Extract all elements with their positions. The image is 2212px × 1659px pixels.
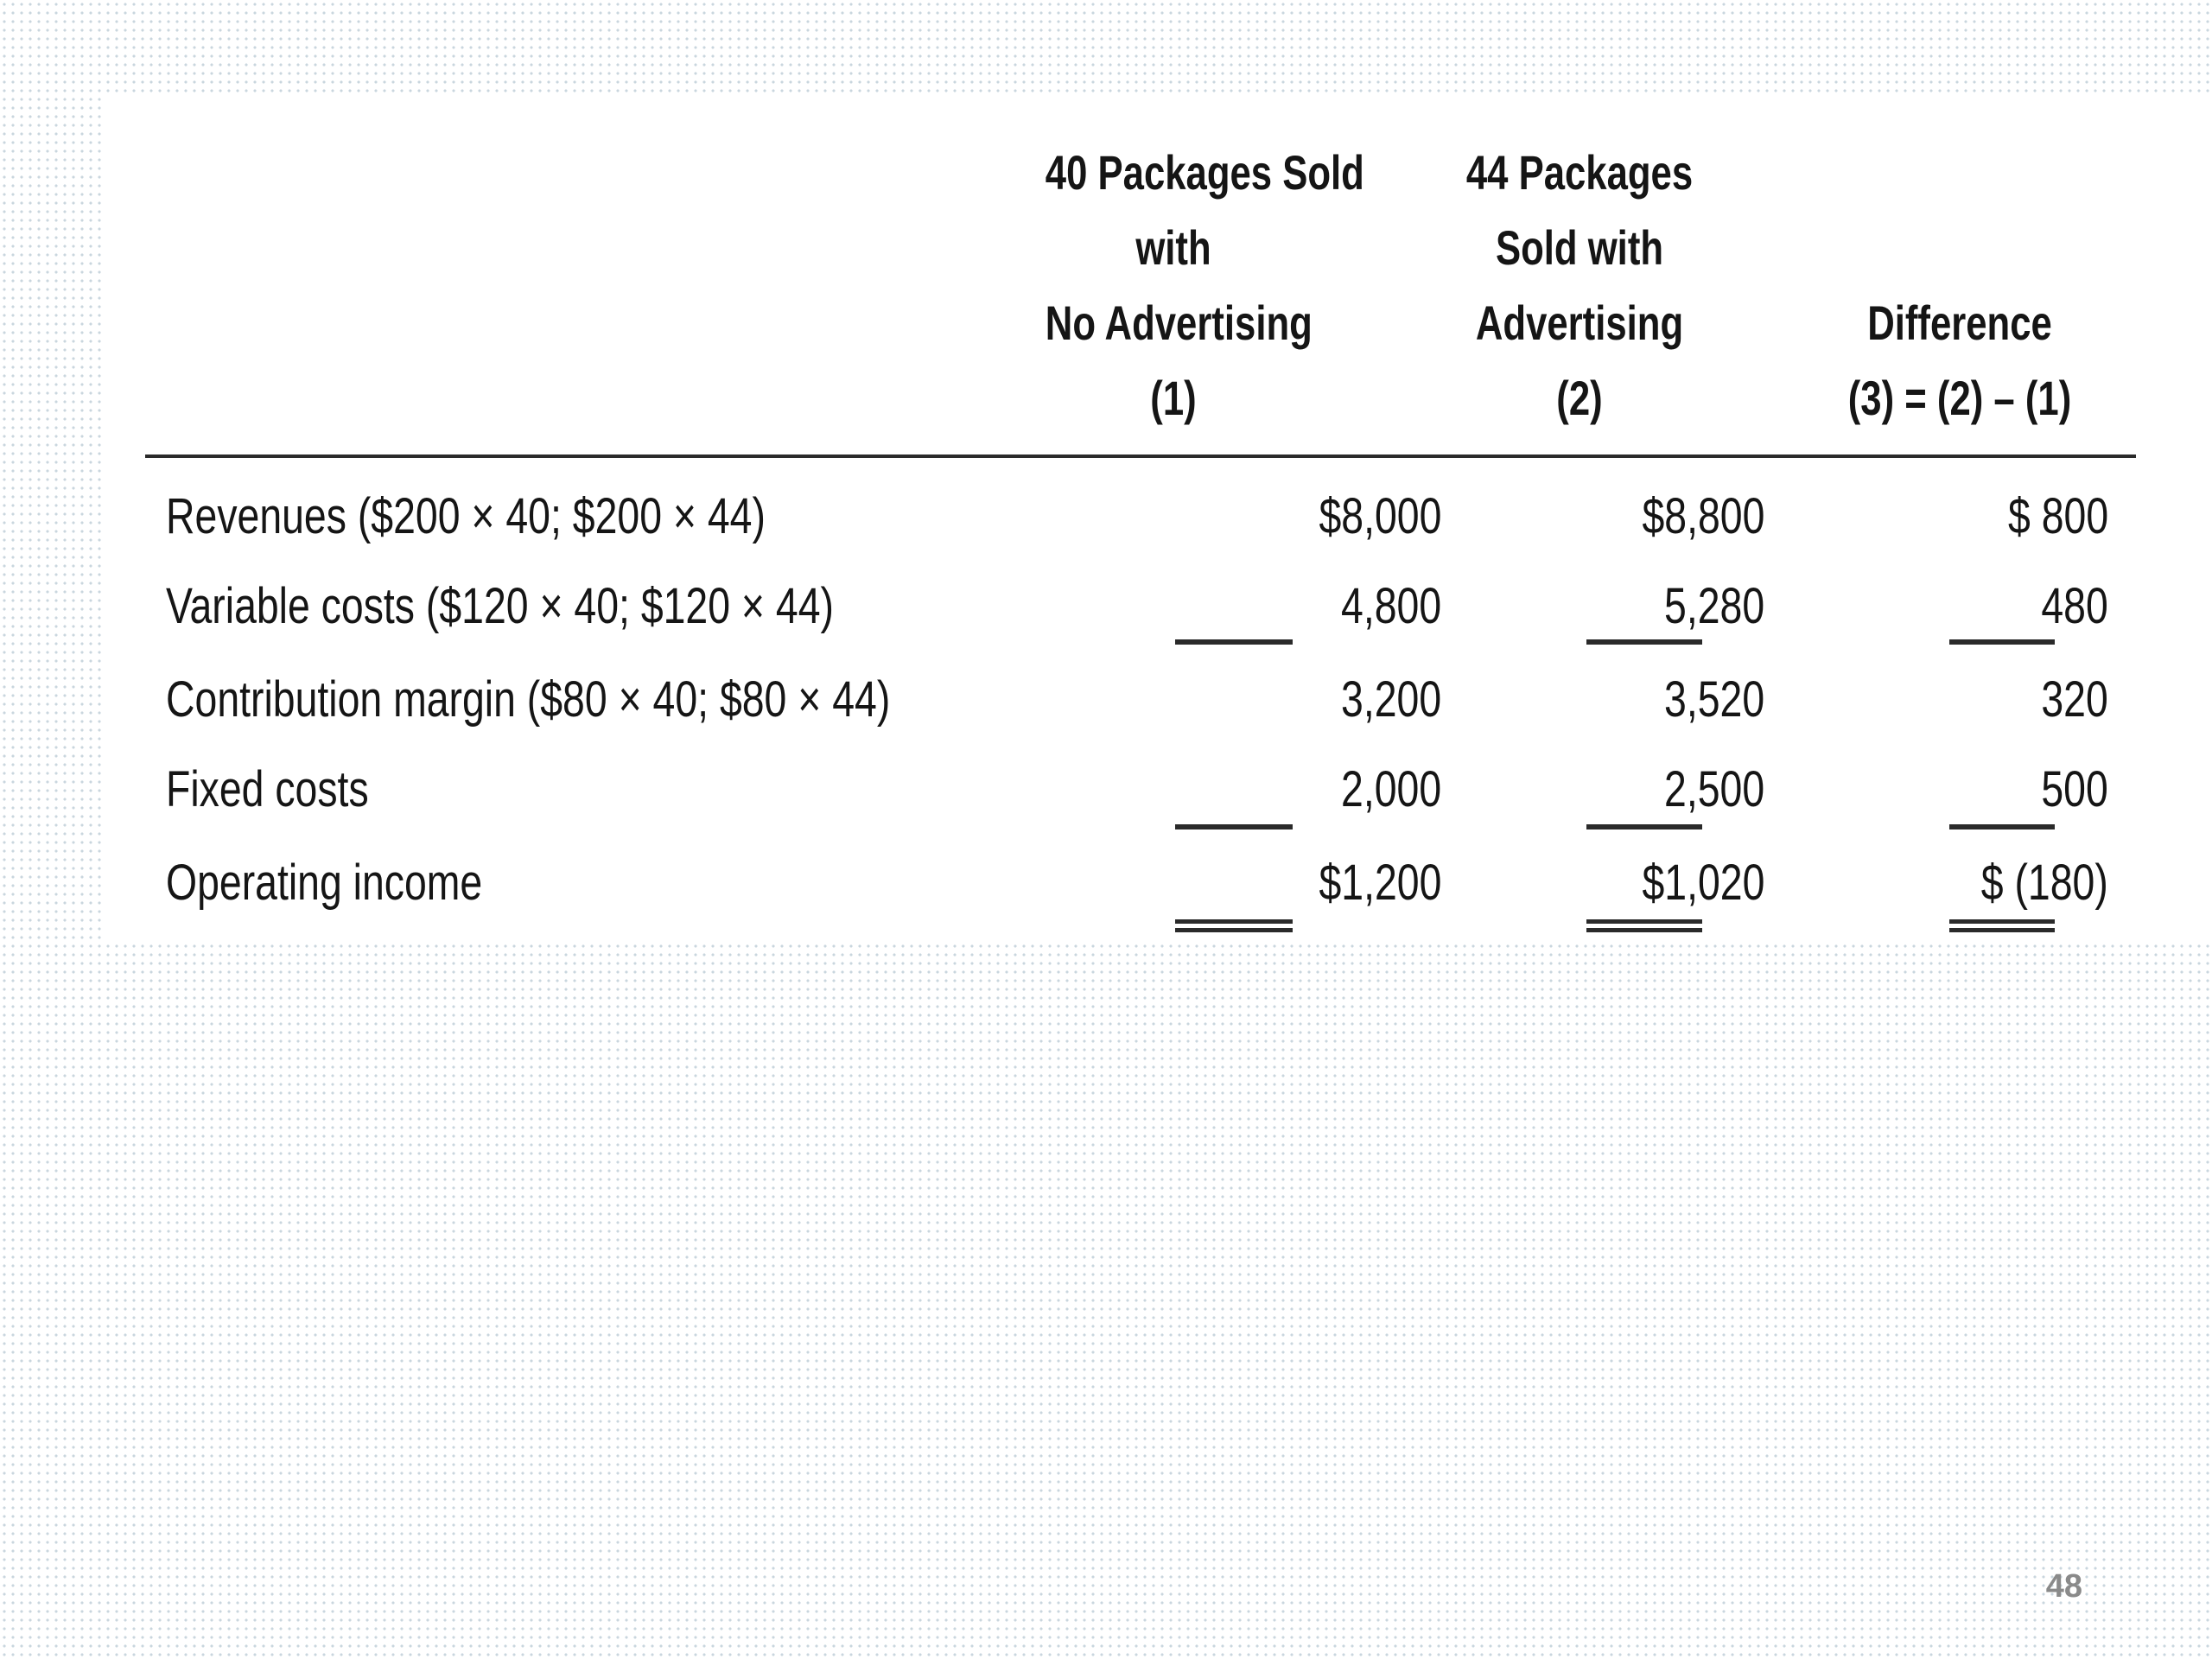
subtotal-underline — [1175, 639, 1293, 645]
table-row-operating-income: Operating income $1,200 $1,020 $ (180) — [145, 838, 2136, 932]
cell-col2: 2,500 — [1663, 761, 1764, 817]
cell-col3: 480 — [2041, 578, 2108, 634]
header-line: (2) — [1556, 371, 1603, 425]
cell-col1: 3,200 — [1340, 671, 1441, 728]
table-body: Revenues ($200 × 40; $200 × 44) $8,000 $… — [145, 458, 2136, 932]
header-rule — [145, 454, 2136, 458]
comparison-table: 40 Packages Sold with No Advertising (1)… — [145, 119, 2136, 932]
table-header: 40 Packages Sold with No Advertising (1)… — [145, 119, 2136, 458]
header-line: (3) = (2) – (1) — [1847, 371, 2072, 425]
table-row-fixed-costs: Fixed costs 2,000 2,500 500 — [145, 745, 2136, 838]
column-header-no-advertising: 40 Packages Sold with No Advertising (1) — [1045, 135, 1364, 435]
subtotal-underline — [1175, 824, 1293, 830]
cell-col3: 320 — [2041, 671, 2108, 728]
row-label: Operating income — [166, 855, 483, 911]
cell-col1: 2,000 — [1340, 761, 1441, 817]
header-line: 40 Packages Sold — [1045, 145, 1364, 200]
row-label: Variable costs ($120 × 40; $120 × 44) — [166, 578, 834, 634]
subtotal-underline — [1949, 639, 2055, 645]
subtotal-underline — [1586, 824, 1702, 830]
header-line: 44 Packages — [1465, 145, 1694, 200]
header-line: Difference — [1867, 296, 2052, 350]
row-label: Contribution margin ($80 × 40; $80 × 44) — [166, 671, 891, 728]
table-row-variable-costs: Variable costs ($120 × 40; $120 × 44) 4,… — [145, 562, 2136, 655]
page-number: 48 — [2045, 1568, 2082, 1605]
cell-col2: $8,800 — [1642, 488, 1764, 544]
slide-content-panel — [104, 97, 2212, 939]
cell-col3: $ 800 — [2007, 488, 2108, 544]
cell-col1: $8,000 — [1319, 488, 1441, 544]
cell-col2: 3,520 — [1663, 671, 1764, 728]
header-line: No Advertising — [1045, 296, 1313, 350]
row-label: Revenues ($200 × 40; $200 × 44) — [166, 488, 766, 544]
header-line: Sold with — [1495, 220, 1664, 275]
table-row-revenues: Revenues ($200 × 40; $200 × 44) $8,000 $… — [145, 472, 2136, 562]
total-double-underline — [1586, 919, 1702, 933]
cell-col1: 4,800 — [1340, 578, 1441, 634]
header-line: (1) — [1150, 371, 1197, 425]
subtotal-underline — [1949, 824, 2055, 830]
total-double-underline — [1175, 919, 1293, 933]
total-double-underline — [1949, 919, 2055, 933]
cell-col3: 500 — [2041, 761, 2108, 817]
cell-col1: $1,200 — [1319, 855, 1441, 911]
subtotal-underline — [1586, 639, 1702, 645]
header-line: with — [1135, 220, 1211, 275]
cell-col2: 5,280 — [1663, 578, 1764, 634]
column-header-with-advertising: 44 Packages Sold with Advertising (2) — [1452, 135, 1707, 435]
header-line: Advertising — [1475, 296, 1684, 350]
column-header-difference: Difference (3) = (2) – (1) — [1822, 285, 2097, 435]
row-label: Fixed costs — [166, 761, 369, 817]
cell-col2: $1,020 — [1642, 855, 1764, 911]
cell-col3: $ (180) — [1980, 855, 2108, 911]
table-row-contribution-margin: Contribution margin ($80 × 40; $80 × 44)… — [145, 655, 2136, 745]
